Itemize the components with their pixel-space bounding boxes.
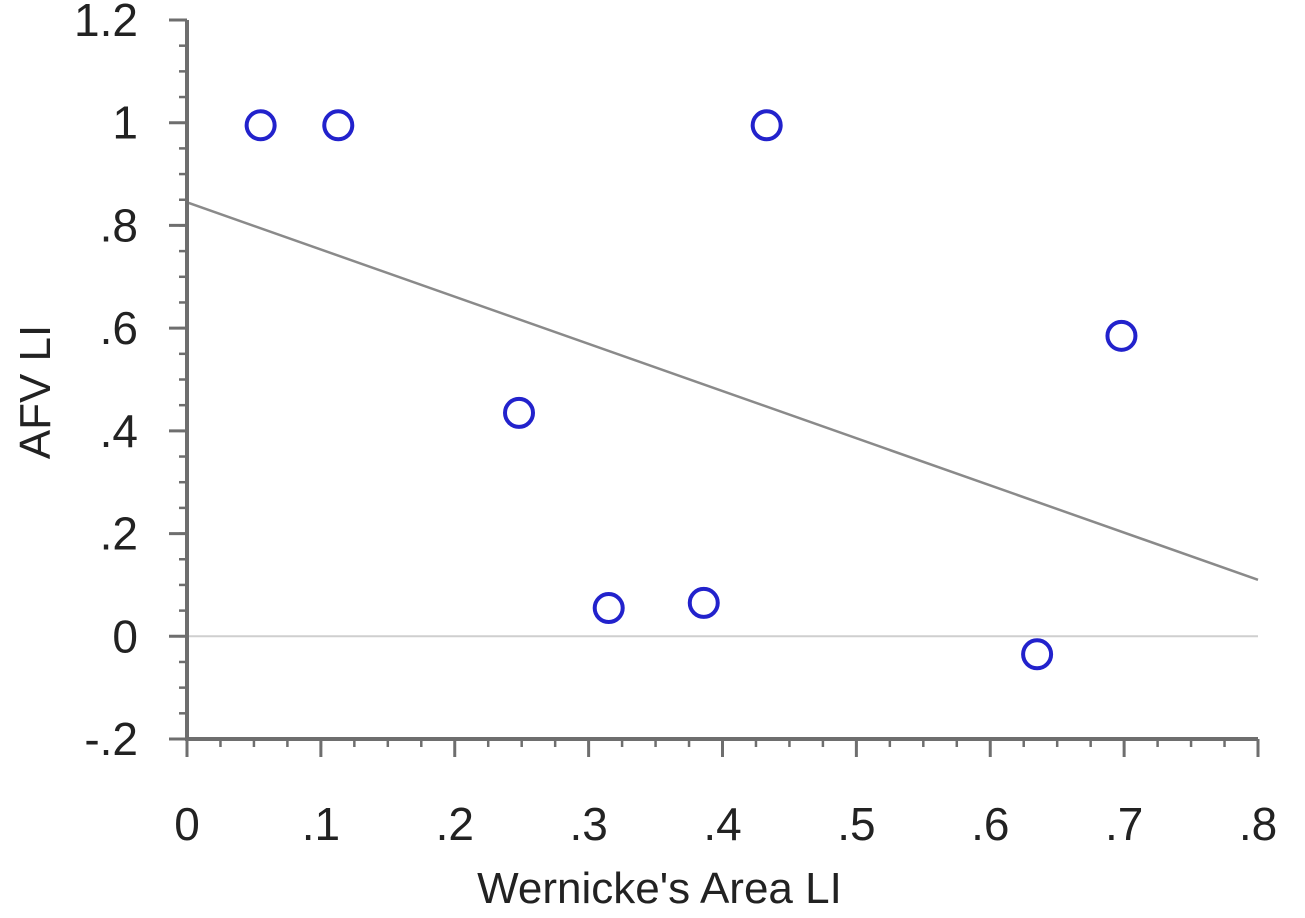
x-tick-label: .8	[1239, 798, 1277, 850]
x-tick-label: .2	[436, 798, 474, 850]
y-tick-label: .8	[100, 199, 138, 251]
x-axis-title: Wernicke's Area LI	[477, 864, 842, 913]
y-tick-label: 0	[112, 610, 138, 662]
data-point	[750, 109, 783, 142]
data-point	[1021, 638, 1054, 671]
y-tick-label: .6	[100, 302, 138, 354]
x-tick-label: .5	[837, 798, 875, 850]
data-point	[592, 592, 625, 625]
data-point	[687, 586, 720, 619]
data-point	[244, 109, 277, 142]
x-tick-label: .7	[1105, 798, 1143, 850]
y-axis-title: AFV LI	[11, 325, 60, 460]
y-tick-label: -.2	[84, 713, 138, 765]
y-tick-label: 1.2	[74, 0, 138, 46]
y-tick-label: .2	[100, 508, 138, 560]
x-tick-label: .1	[302, 798, 340, 850]
y-tick-label: 1	[112, 97, 138, 149]
regression-line	[186, 201, 1259, 581]
x-tick-label: 0	[174, 798, 200, 850]
x-tick-label: .6	[971, 798, 1009, 850]
data-point	[1105, 319, 1138, 352]
data-point	[503, 396, 536, 429]
x-tick-label: .4	[703, 798, 741, 850]
x-tick-label: .3	[569, 798, 607, 850]
data-point	[322, 109, 355, 142]
y-tick-label: .4	[100, 405, 138, 457]
